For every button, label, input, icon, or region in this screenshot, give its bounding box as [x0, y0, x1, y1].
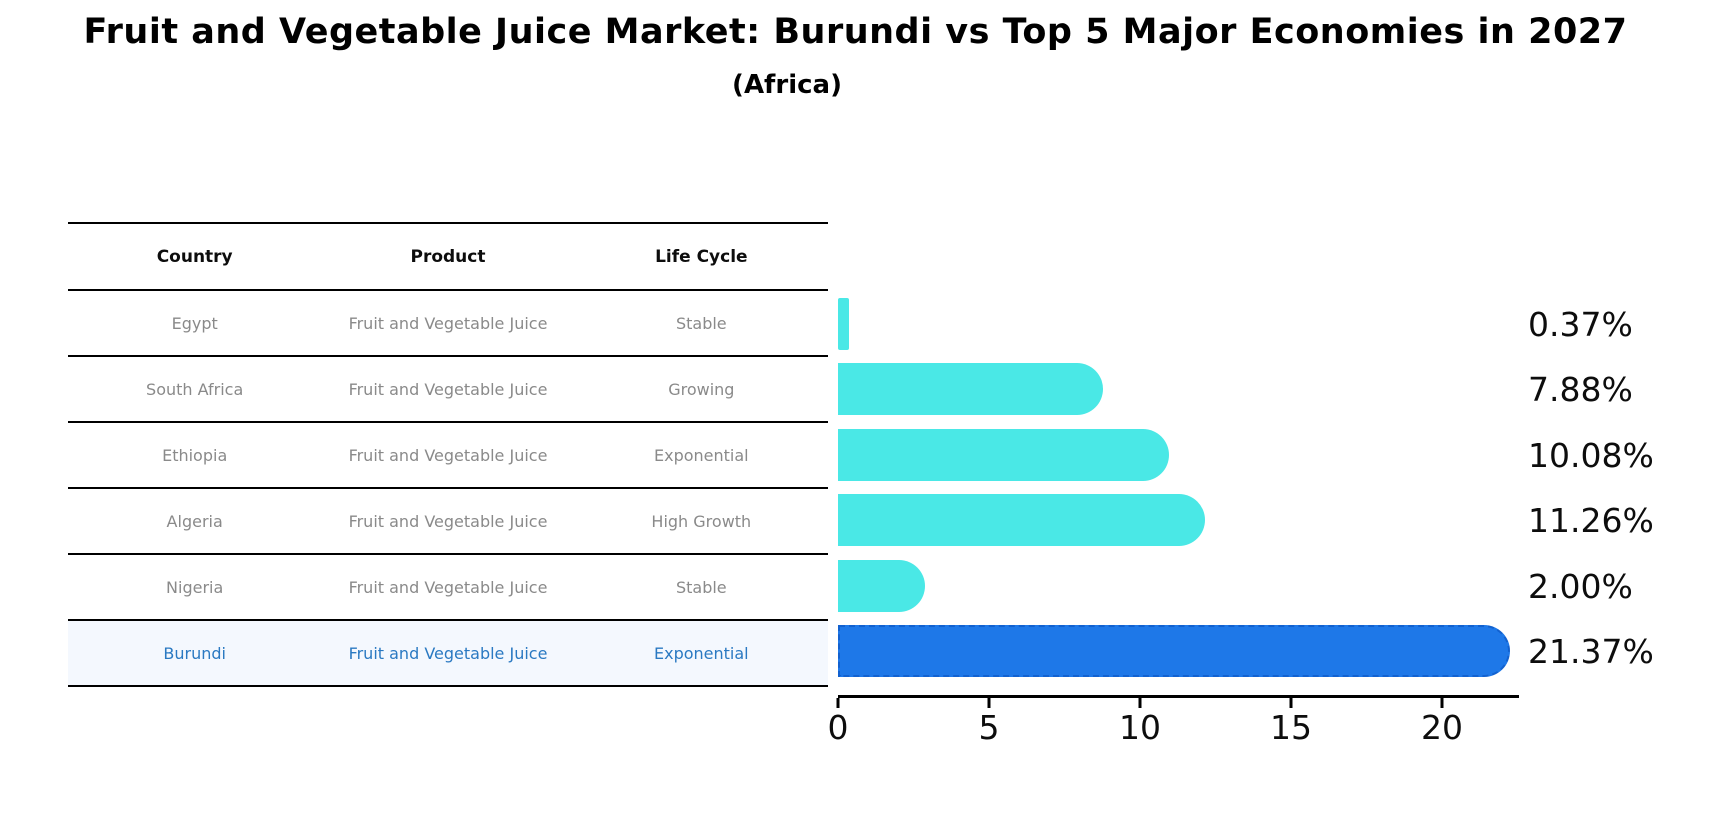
table-row-algeria: Algeria Fruit and Vegetable Juice High G…: [68, 489, 828, 555]
country-cell: South Africa: [146, 379, 244, 399]
bar-burundi: [838, 625, 1510, 677]
x-tick-label: 5: [978, 708, 1000, 747]
life-cycle-cell: Exponential: [654, 445, 749, 465]
x-axis-line: [838, 695, 1519, 698]
x-tick-mark: [1289, 698, 1293, 708]
product-cell: Fruit and Vegetable Juice: [348, 577, 548, 597]
table-row-nigeria: Nigeria Fruit and Vegetable Juice Stable: [68, 555, 828, 621]
product-cell: Fruit and Vegetable Juice: [348, 313, 548, 333]
bar-ethiopia: [838, 429, 1169, 481]
column-header-country: Country: [156, 246, 233, 267]
table-row-egypt: Egypt Fruit and Vegetable Juice Stable: [68, 291, 828, 357]
chart-title: Fruit and Vegetable Juice Market: Burund…: [83, 12, 1628, 52]
column-header-life-cycle: Life Cycle: [655, 246, 748, 267]
country-cell: Egypt: [171, 313, 218, 333]
x-tick-label: 0: [827, 708, 849, 747]
country-cell: Algeria: [166, 511, 223, 531]
country-cell: Nigeria: [166, 577, 224, 597]
bar-value-label: 10.08%: [1528, 436, 1654, 475]
table-header-row: Country Product Life Cycle: [68, 224, 828, 291]
x-tick-mark: [1138, 698, 1142, 708]
x-tick-mark: [987, 698, 991, 708]
bar-value-label: 0.37%: [1528, 305, 1633, 344]
product-cell: Fruit and Vegetable Juice: [348, 511, 548, 531]
x-tick-label: 10: [1119, 708, 1161, 747]
bar-value-label: 2.00%: [1528, 567, 1633, 606]
bar-value-label: 7.88%: [1528, 370, 1633, 409]
life-cycle-cell: Stable: [675, 313, 727, 333]
bar-south-africa: [838, 363, 1103, 415]
bar-value-label: 11.26%: [1528, 501, 1654, 540]
table-row-burundi: Burundi Fruit and Vegetable Juice Expone…: [68, 621, 828, 687]
bar-egypt: [838, 298, 849, 350]
column-header-product: Product: [410, 246, 486, 267]
x-tick-mark: [1440, 698, 1444, 708]
product-cell: Fruit and Vegetable Juice: [348, 379, 548, 399]
table-row-ethiopia: Ethiopia Fruit and Vegetable Juice Expon…: [68, 423, 828, 489]
bar-algeria: [838, 494, 1205, 546]
life-cycle-cell: Stable: [675, 577, 727, 597]
table-row-south-africa: South Africa Fruit and Vegetable Juice G…: [68, 357, 828, 423]
life-cycle-cell: Growing: [668, 379, 735, 399]
country-cell: Ethiopia: [162, 445, 228, 465]
x-tick-mark: [836, 698, 840, 708]
country-cell: Burundi: [163, 643, 226, 663]
x-tick-label: 20: [1421, 708, 1463, 747]
life-cycle-cell: High Growth: [651, 511, 752, 531]
x-tick-label: 15: [1270, 708, 1312, 747]
chart-subtitle: (Africa): [732, 70, 842, 100]
life-cycle-cell: Exponential: [654, 643, 749, 663]
bar-nigeria: [838, 560, 925, 612]
product-cell: Fruit and Vegetable Juice: [348, 445, 548, 465]
product-cell: Fruit and Vegetable Juice: [348, 643, 548, 663]
bar-value-label: 21.37%: [1528, 632, 1654, 671]
comparison-table: Country Product Life Cycle Egypt Fruit a…: [68, 222, 828, 687]
